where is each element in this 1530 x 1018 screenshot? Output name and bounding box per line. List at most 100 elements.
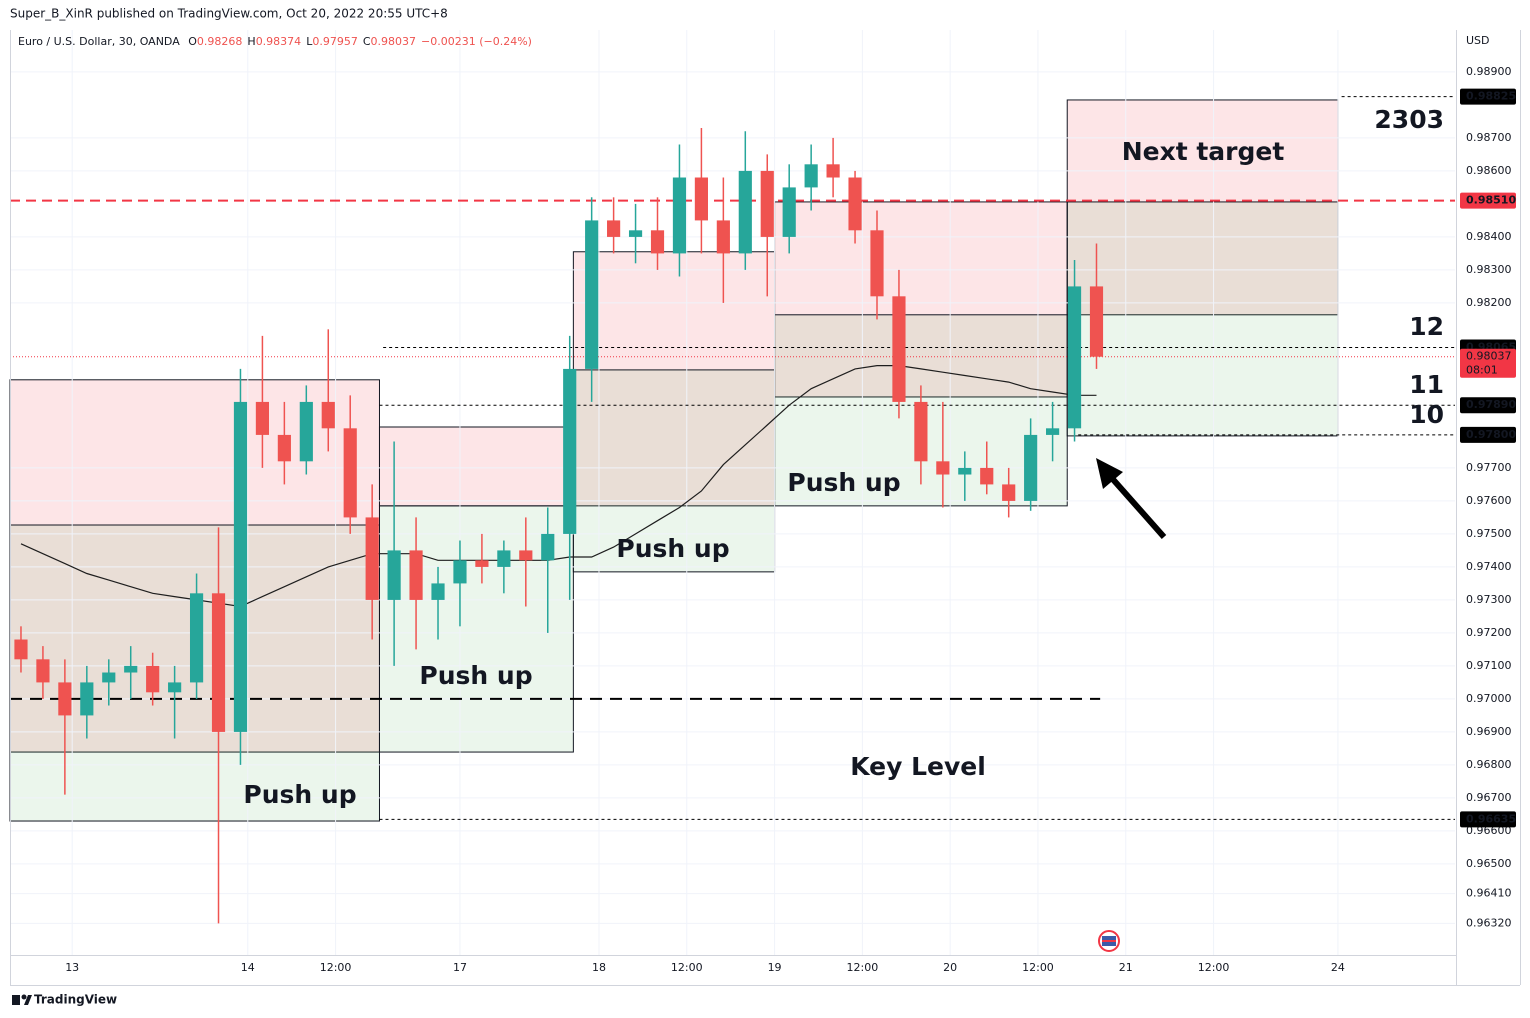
- price-label-bg: [1460, 426, 1516, 443]
- candle-body: [694, 177, 708, 221]
- y-tick-label: 0.96700: [1466, 791, 1512, 804]
- symbol-line: Euro / U.S. Dollar, 30, OANDA O0.98268 H0…: [18, 35, 532, 48]
- x-tick-label: 21: [1119, 961, 1133, 974]
- price-label-bg: [1460, 397, 1516, 414]
- y-tick-label: 0.97300: [1466, 593, 1512, 606]
- ohlc-key: O: [188, 35, 197, 48]
- y-tick-label: 0.98200: [1466, 296, 1512, 309]
- candle-body: [124, 665, 138, 673]
- symbol: Euro / U.S. Dollar, 30, OANDA: [18, 35, 180, 48]
- currency: USD: [1466, 34, 1490, 47]
- candle-body: [958, 467, 972, 475]
- ohlc-value: 0.97957: [312, 35, 358, 48]
- zone-upper: [774, 201, 1068, 398]
- candle-body: [716, 220, 730, 254]
- candle-body: [365, 517, 379, 600]
- x-tick-label: 12:00: [847, 961, 879, 974]
- candle-body: [519, 550, 533, 561]
- annotation: Push up: [787, 468, 900, 497]
- y-tick-label: 0.98300: [1466, 263, 1512, 276]
- zone-upper: [572, 251, 776, 507]
- y-tick-label: 0.97500: [1466, 527, 1512, 540]
- candle-body: [409, 550, 423, 600]
- ohlc-key: H: [247, 35, 255, 48]
- candle-body: [782, 187, 796, 237]
- countdown: 08:01: [1466, 364, 1498, 377]
- candle-body: [497, 550, 511, 567]
- candle-body: [146, 665, 160, 693]
- y-tick-label: 0.97700: [1466, 461, 1512, 474]
- y-tick-label: 0.96410: [1466, 887, 1512, 900]
- price-label-bg: [1460, 88, 1516, 105]
- y-tick-label: 0.96500: [1466, 857, 1512, 870]
- y-tick-label: 0.97200: [1466, 626, 1512, 639]
- logo-part: [21, 994, 27, 1000]
- price-label: 0.97890: [1466, 398, 1516, 411]
- candle-body: [1089, 286, 1104, 357]
- candle-body: [299, 401, 313, 462]
- annotation: Push up: [243, 780, 356, 809]
- annotation: 12: [1409, 312, 1444, 341]
- logo-part: [24, 995, 32, 1005]
- ohlc-key: C: [363, 35, 371, 48]
- x-tick-label: 12:00: [1022, 961, 1054, 974]
- candle-body: [738, 170, 752, 254]
- price-label-bg: [1460, 811, 1516, 828]
- candle-body: [321, 401, 335, 429]
- last-price: 0.98037: [1466, 350, 1512, 363]
- candle-body: [277, 434, 291, 462]
- annotation: Push up: [419, 661, 532, 690]
- y-tick-label: 0.98400: [1466, 230, 1512, 243]
- candle-body: [804, 164, 818, 188]
- annotation: 11: [1409, 370, 1444, 399]
- y-tick-label: 0.98900: [1466, 65, 1512, 78]
- ohlc-value: 0.98374: [256, 35, 302, 48]
- candle-body: [541, 533, 555, 561]
- published: Super_B_XinR published on TradingView.co…: [10, 7, 448, 21]
- candle-body: [1067, 286, 1082, 429]
- candle-body: [672, 177, 687, 254]
- x-tick-label: 12:00: [320, 961, 352, 974]
- candle-body: [628, 230, 643, 237]
- zone-lower: [572, 369, 776, 573]
- zone-lower: [1066, 201, 1339, 437]
- y-tick-label: 0.96320: [1466, 916, 1512, 929]
- candle-body: [585, 220, 599, 369]
- candle-body: [102, 672, 116, 683]
- footer-logo: [12, 994, 32, 1005]
- x-tick-label: 14: [241, 961, 255, 974]
- candle-body: [1046, 428, 1060, 435]
- x-tick-label: 12:00: [671, 961, 703, 974]
- candle-body: [431, 583, 445, 600]
- price-label: 0.97800: [1466, 428, 1516, 441]
- x-tick-label: 19: [768, 961, 782, 974]
- footer-brand: TradingView: [34, 993, 117, 1007]
- change: −0.00231 (−0.24%): [421, 35, 532, 48]
- annotation: 2303: [1374, 105, 1444, 134]
- x-tick-label: 18: [592, 961, 606, 974]
- y-tick-label: 0.96800: [1466, 758, 1512, 771]
- annotation: 10: [1409, 400, 1444, 429]
- x-tick-label: 24: [1331, 961, 1345, 974]
- y-tick-label: 0.97000: [1466, 692, 1512, 705]
- candle-body: [14, 639, 28, 660]
- candle-body: [870, 230, 884, 297]
- candle-body: [211, 593, 226, 732]
- logo-part: [12, 995, 20, 1005]
- x-tick-label: 17: [453, 961, 467, 974]
- last-price-bg: [1460, 348, 1516, 378]
- annotation: Push up: [616, 534, 729, 563]
- candle-body: [914, 401, 928, 462]
- price-label-bg: [1460, 192, 1516, 209]
- candle-body: [1002, 484, 1016, 501]
- ohlc-key: L: [306, 35, 313, 48]
- candle-body: [1024, 434, 1038, 501]
- candle-body: [343, 428, 357, 518]
- arrow: [1096, 458, 1167, 539]
- price-label: 0.98825: [1466, 90, 1516, 103]
- ohlc-value: 0.98037: [371, 35, 417, 48]
- zone-upper: [9, 379, 380, 753]
- zone-upper: [378, 426, 574, 507]
